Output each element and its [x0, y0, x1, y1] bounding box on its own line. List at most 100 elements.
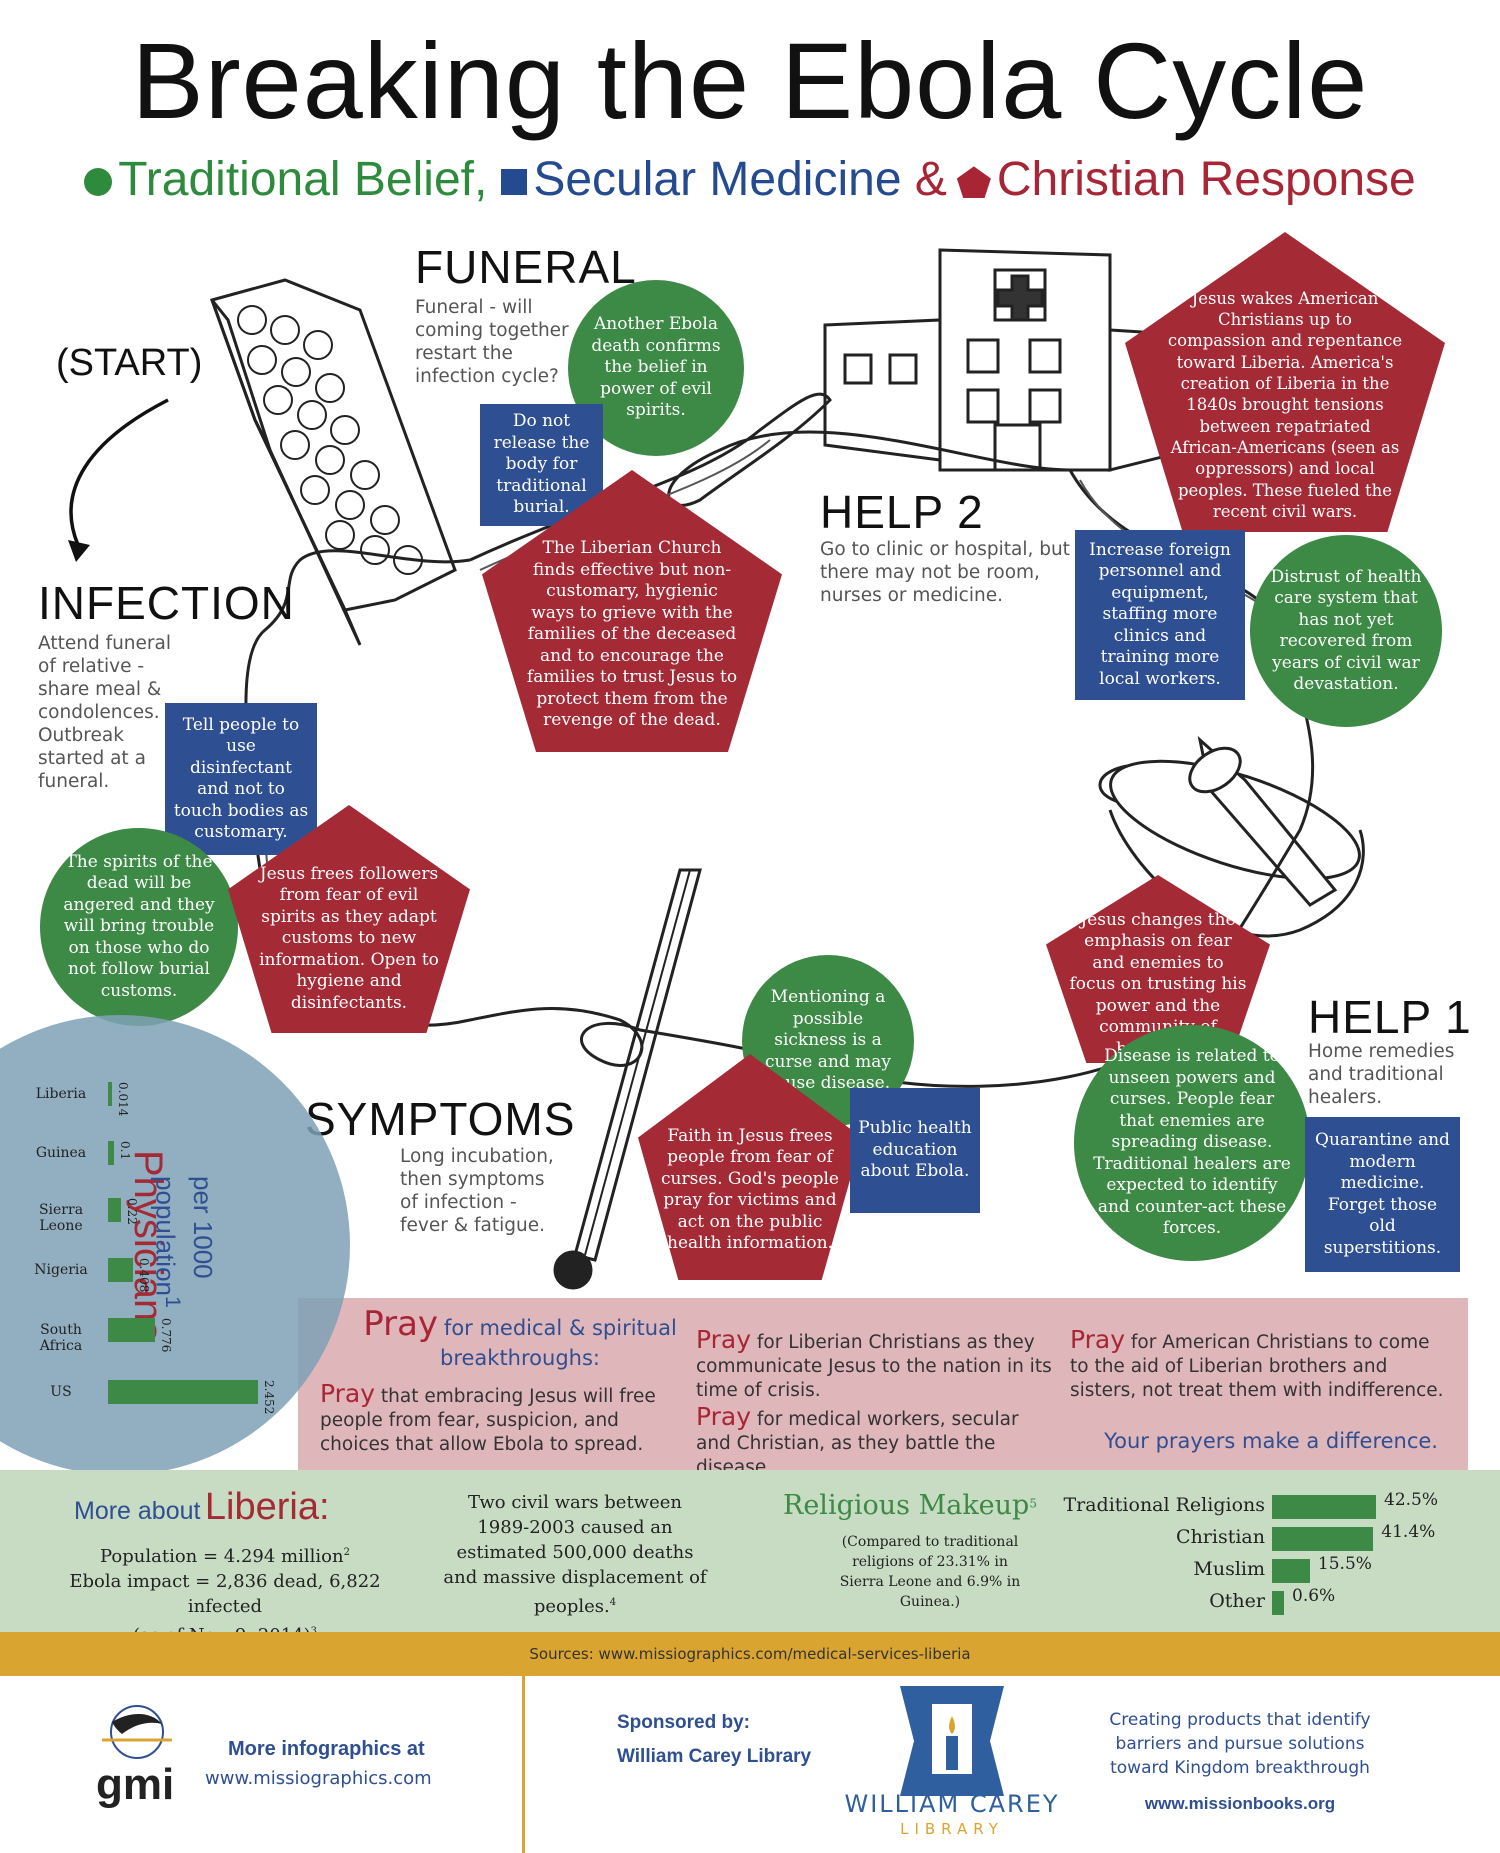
physicians-subtitle: per 1000 population: [150, 1176, 218, 1296]
pray-text-4: for American Christians to come to the a…: [1070, 1332, 1444, 1401]
religion-label: Traditional Religions: [1063, 1494, 1265, 1516]
start-arrow: [69, 398, 169, 546]
physicians-value-label: 0.22: [125, 1198, 140, 1225]
religion-value-label: 42.5%: [1384, 1490, 1439, 1510]
footer-tagline: Creating products that identify barriers…: [1109, 1710, 1371, 1778]
religion-heading-group: Religious Makeup5: [770, 1490, 1050, 1521]
wcl-name: WILLIAM CAREY: [844, 1790, 1060, 1818]
religion-bar: [1272, 1495, 1376, 1519]
physicians-country-label: US: [50, 1384, 72, 1400]
subtitle-ampersand: &: [914, 153, 947, 206]
pray-word-1: Pray: [320, 1379, 376, 1408]
physicians-country-label: South Africa: [39, 1322, 83, 1354]
help1-note: Home remedies and traditional healers.: [1308, 1041, 1455, 1108]
start-label: (START): [56, 342, 203, 384]
pray-text-2: for Liberian Christians as they communic…: [696, 1332, 1052, 1401]
physicians-value-label: 0.014: [116, 1082, 130, 1117]
mortar-illustration: [1098, 735, 1365, 938]
liberia-population-fn: 2: [343, 1547, 350, 1558]
physicians-value-label: 0.1: [118, 1141, 133, 1161]
pray-word-3: Pray: [696, 1402, 752, 1431]
religion-label: Other: [1209, 1590, 1265, 1612]
liberia-impact: Ebola impact = 2,836 dead, 6,822 infecte…: [69, 1571, 381, 1617]
physicians-bar: [108, 1082, 112, 1106]
religion-bar: [1272, 1591, 1284, 1615]
physicians-footnote: 1: [161, 1296, 186, 1309]
coffin-illustration: [210, 278, 457, 646]
liberia-wars-text: Two civil wars between 1989-2003 caused …: [443, 1492, 707, 1617]
infection-blue-box: Tell people to use disinfectant and not …: [165, 703, 317, 855]
symptoms-note: Long incubation, then symptoms of infect…: [400, 1146, 554, 1236]
footer-url[interactable]: www.missionbooks.org: [1144, 1794, 1336, 1813]
liberia-more: More about: [74, 1497, 201, 1525]
footer-sponsor: William Carey Library: [617, 1746, 812, 1767]
pray-text-1: that embracing Jesus will free people fr…: [320, 1386, 656, 1455]
physicians-value-label: 0.776: [159, 1318, 174, 1353]
footer-site[interactable]: www.missiographics.com: [205, 1768, 432, 1789]
liberia-band: [0, 1470, 1500, 1632]
subtitle: Traditional Belief, Secular Medicine & Chr…: [0, 152, 1500, 207]
wcl-sub: LIBRARY: [900, 1820, 1004, 1838]
liberia-population: Population = 4.294 million: [100, 1546, 344, 1567]
liberia-wars-fn: 4: [609, 1597, 617, 1608]
funeral-note: Funeral - will coming together restart t…: [415, 297, 569, 387]
physicians-bar: [108, 1318, 156, 1342]
gmi-logo: gmi: [96, 1760, 175, 1809]
subtitle-christian: Christian Response: [996, 153, 1416, 206]
pray-col-1: Pray for medical & spiritual breakthroug…: [320, 1307, 680, 1457]
funeral-green-circle: Another Ebola death confirms the belief …: [568, 280, 744, 456]
help1-green-circle: Disease is related to unseen powers and …: [1074, 1025, 1310, 1261]
globe-icon: [102, 1705, 172, 1759]
help1-blue-box: Quarantine and modern medicine. Forget t…: [1305, 1117, 1460, 1272]
page-title: Breaking the Ebola Cycle: [131, 20, 1369, 141]
liberia-heading: More about Liberia:: [74, 1486, 330, 1529]
pray-col-2: Pray for Liberian Christians as they com…: [696, 1327, 1056, 1480]
physicians-country-label: Liberia: [35, 1086, 87, 1102]
religion-note: (Compared to traditional religions of 23…: [839, 1534, 1021, 1610]
symptoms-blue-box: Public health education about Ebola.: [850, 1088, 980, 1213]
religion-value-label: 41.4%: [1381, 1522, 1436, 1542]
subtitle-secular: Secular Medicine: [533, 153, 902, 206]
funeral-blue-box: Do not release the body for traditional …: [480, 404, 603, 526]
footer-more: More infographics at: [228, 1738, 425, 1760]
physicians-country-label: Guinea: [35, 1145, 87, 1161]
liberia-name: Liberia:: [204, 1486, 330, 1528]
physicians-bar: [108, 1380, 258, 1404]
subtitle-traditional: Traditional Belief,: [118, 153, 488, 206]
infection-heading: INFECTION: [38, 577, 295, 629]
physicians-country-label: Nigeria: [34, 1262, 88, 1278]
help2-heading: HELP 2: [820, 486, 984, 538]
physicians-bar: [108, 1141, 115, 1165]
religion-bar: [1272, 1527, 1374, 1551]
help2-note: Go to clinic or hospital, but there may …: [820, 539, 1070, 606]
sources-band: Sources: www.missiographics.com/medical-…: [0, 1632, 1500, 1676]
pray-col-3: Pray for American Christians to come to …: [1070, 1325, 1450, 1453]
religion-value-label: 15.5%: [1317, 1554, 1372, 1574]
religion-footnote: 5: [1029, 1496, 1037, 1511]
pray-panel: [298, 1298, 1468, 1480]
physicians-bar: [108, 1258, 133, 1282]
religion-bar: [1272, 1559, 1310, 1583]
religion-title: Religious Makeup: [783, 1490, 1030, 1521]
pray-head-word: Pray: [363, 1304, 439, 1344]
physicians-bar: [108, 1198, 122, 1222]
thermometer-illustration: [553, 868, 702, 1290]
blue-square-icon: [501, 169, 528, 196]
help2-blue-box: Increase foreign personnel and equipment…: [1075, 530, 1245, 700]
footer-sponsored: Sponsored by:: [617, 1712, 751, 1733]
symptoms-green-circle: Mentioning a possible sickness is a curs…: [742, 955, 914, 1127]
physicians-value-label: 2.452: [262, 1380, 276, 1415]
help1-heading: HELP 1: [1308, 991, 1472, 1043]
religion-label: Muslim: [1193, 1558, 1265, 1580]
symptoms-heading: SYMPTOMS: [305, 1093, 576, 1145]
pray-closing: Your prayers make a difference.: [1104, 1429, 1438, 1453]
green-circle-icon: [84, 168, 113, 197]
physicians-country-label: Sierra Leone: [38, 1202, 84, 1234]
infection-note: Attend funeral of relative - share meal …: [38, 633, 171, 792]
pray-word-4: Pray: [1070, 1325, 1126, 1354]
religion-value-label: 0.6%: [1292, 1586, 1336, 1606]
wcl-logo-icon: [900, 1686, 1004, 1796]
funeral-heading: FUNERAL: [415, 241, 637, 293]
pray-head-rest: for medical & spiritual breakthroughs:: [440, 1316, 677, 1370]
infection-green-circle: The spirits of the dead will be angered …: [40, 828, 238, 1026]
